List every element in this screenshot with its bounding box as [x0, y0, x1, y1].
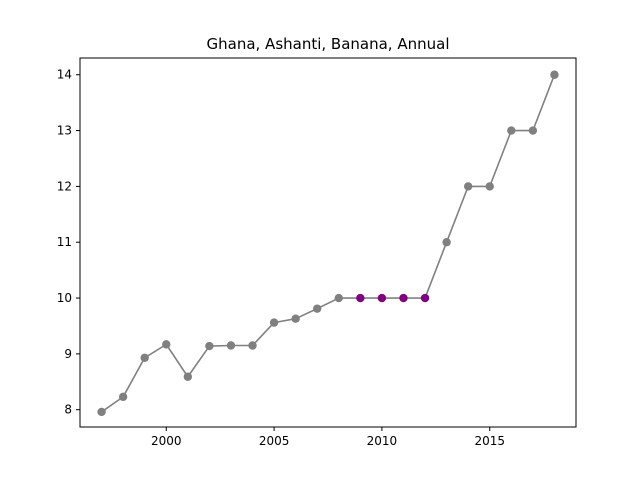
y-tick-label: 11: [57, 235, 72, 249]
data-point: [550, 70, 559, 79]
data-point: [507, 126, 516, 135]
y-tick-label: 8: [64, 403, 72, 417]
data-point: [442, 238, 451, 247]
axes: 2000 2005 2010 2015 8 9 10 11 12 13 14: [57, 57, 577, 448]
data-point: [140, 353, 149, 362]
data-point: [226, 341, 236, 350]
highlighted-data-point: [356, 293, 365, 303]
data-point: [162, 340, 171, 349]
data-point: [334, 293, 343, 303]
highlighted-data-point: [377, 293, 387, 303]
highlighted-data-point: [420, 293, 430, 303]
data-point: [205, 341, 214, 351]
y-tick-label: 10: [57, 291, 72, 305]
y-tick-label: 9: [64, 347, 72, 361]
series-line: [101, 74, 556, 413]
data-point: [183, 372, 193, 381]
data-point: [248, 341, 257, 350]
chart-title: Ghana, Ashanti, Banana, Annual: [207, 35, 450, 53]
x-tick-label: 2000: [151, 434, 182, 448]
data-point: [118, 392, 128, 402]
y-tick-label: 12: [57, 179, 72, 193]
x-tick-label: 2005: [259, 434, 290, 448]
data-point: [97, 407, 106, 417]
series-layer: [97, 70, 559, 417]
data-point: [485, 182, 494, 191]
data-point: [269, 318, 279, 327]
data-point: [463, 182, 473, 191]
data-point: [528, 126, 538, 135]
y-tick-label: 14: [57, 68, 72, 82]
y-tick-label: 13: [57, 124, 72, 138]
data-point: [313, 304, 322, 313]
x-tick-label: 2010: [367, 434, 398, 448]
x-tick-label: 2015: [474, 434, 505, 448]
data-point: [291, 314, 300, 323]
highlighted-data-point: [399, 293, 408, 303]
